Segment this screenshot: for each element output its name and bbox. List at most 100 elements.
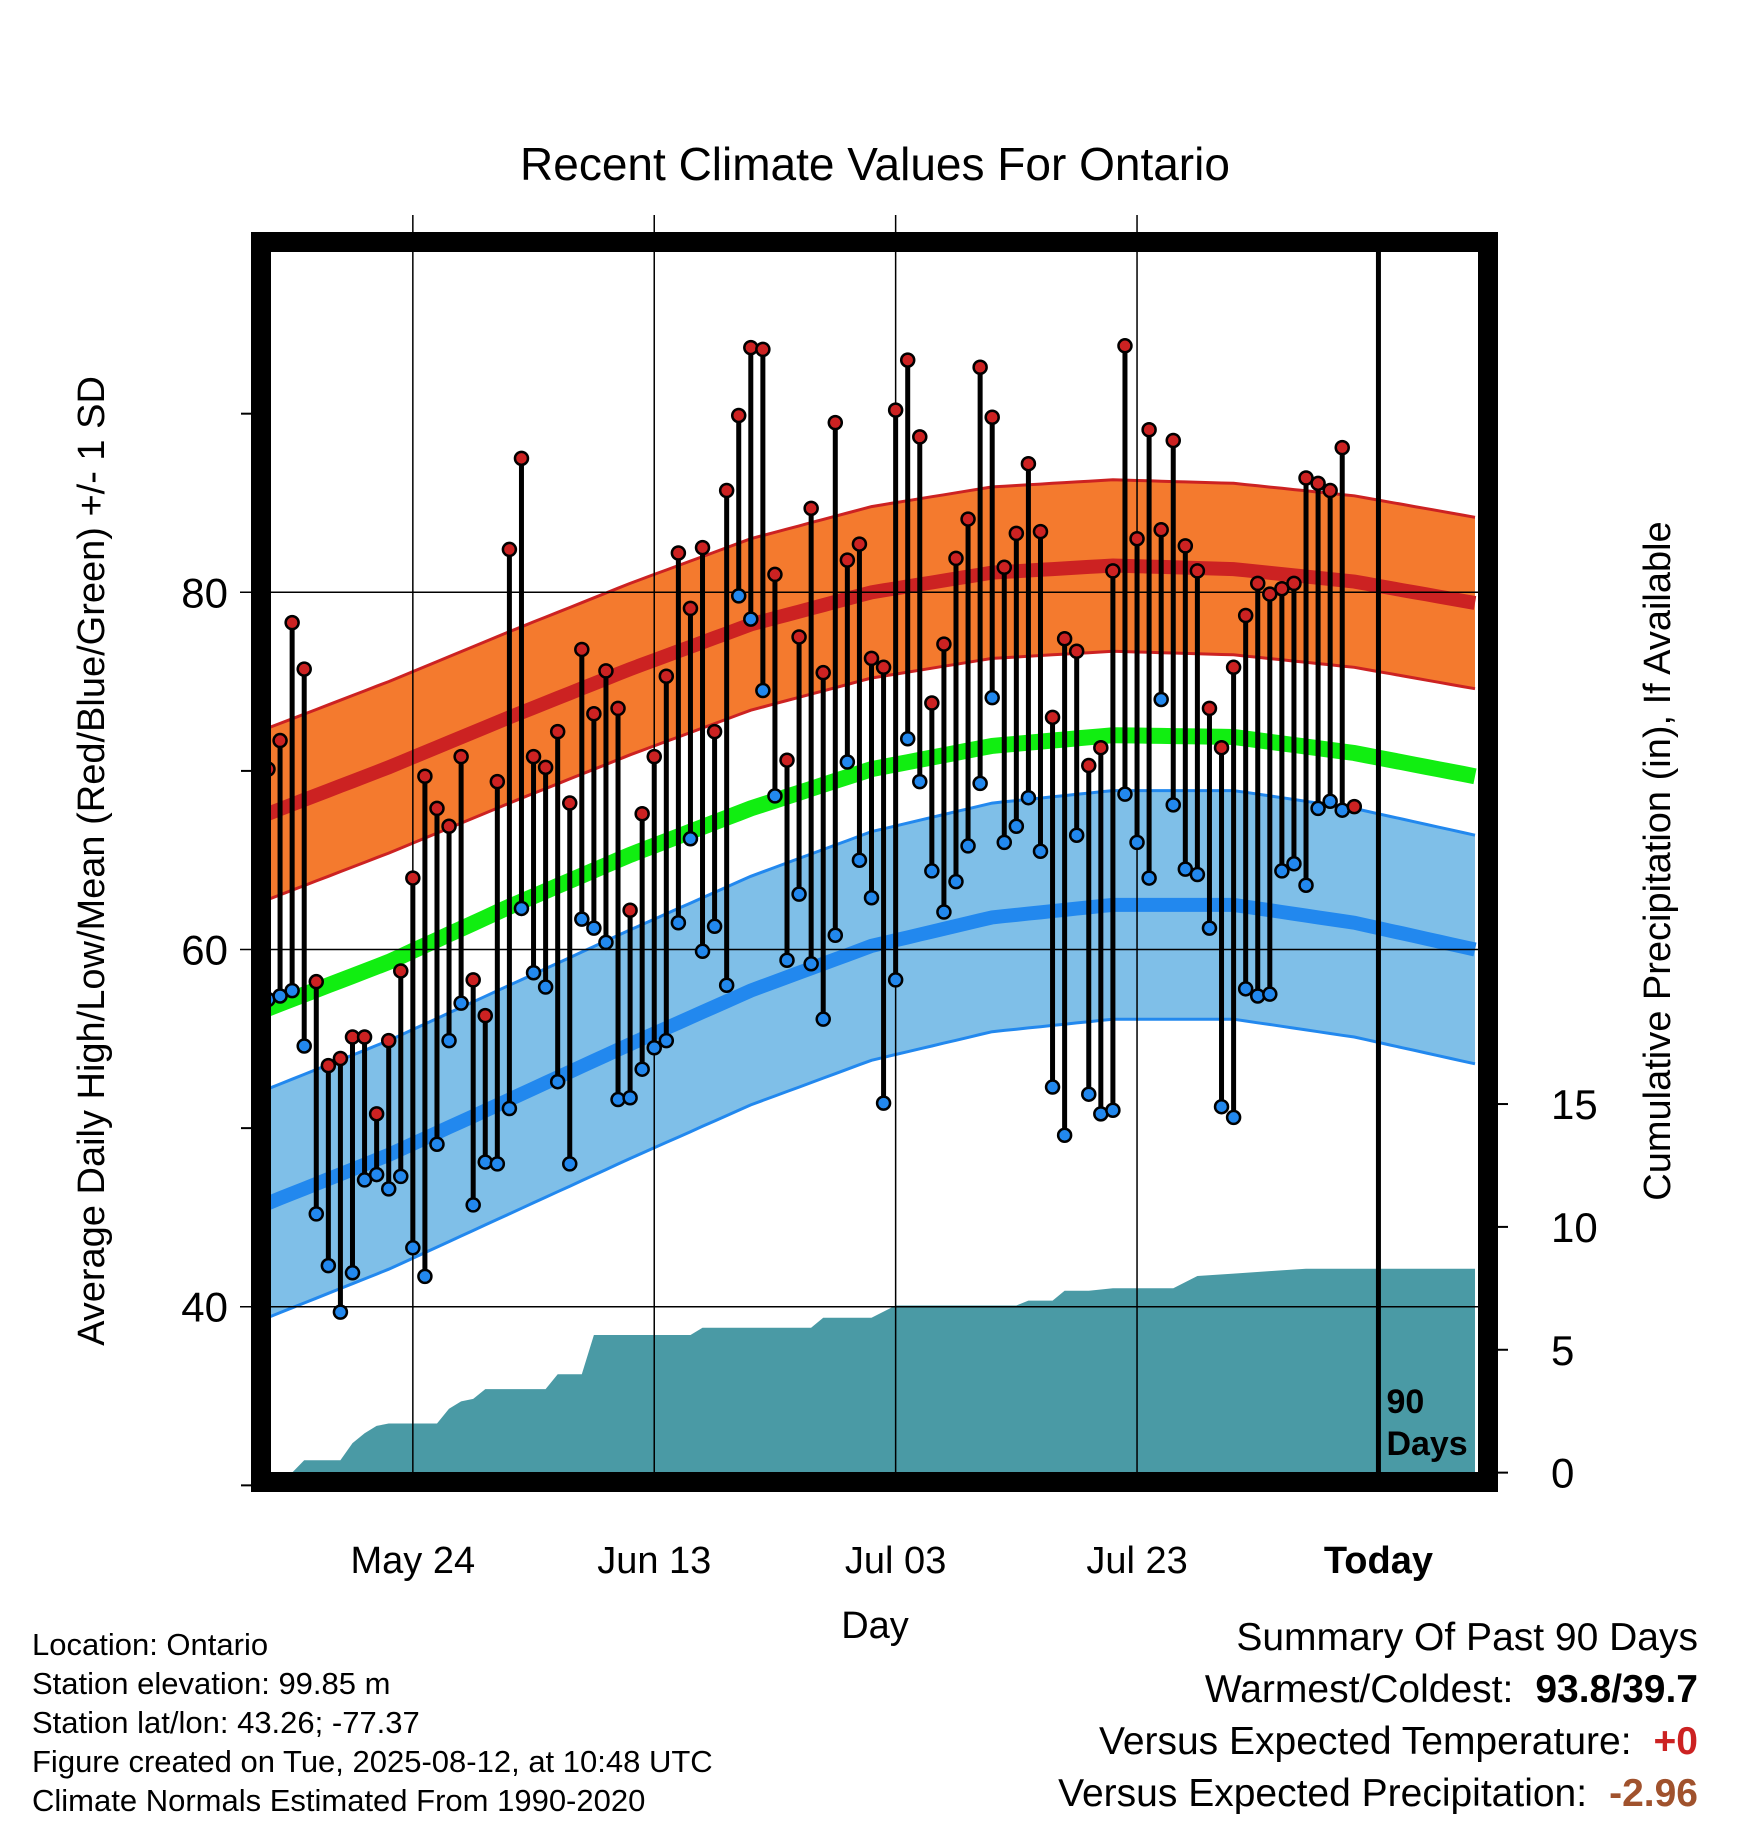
daily-low-point [1032, 843, 1049, 860]
daily-low-point [429, 1136, 445, 1152]
meta-location: Location: Ontario [32, 1627, 269, 1662]
daily-high-point [513, 450, 530, 467]
daily-low-point [1310, 800, 1326, 817]
daily-low-point [755, 682, 771, 699]
daily-low-point [996, 834, 1013, 851]
daily-high-point [1237, 607, 1254, 624]
daily-high-point [694, 539, 711, 556]
daily-low-point [718, 977, 735, 993]
daily-high-point [1189, 563, 1206, 579]
daily-high-point [646, 748, 662, 765]
daily-high-point [380, 1032, 397, 1049]
daily-low-point [1322, 793, 1338, 810]
station-metadata: Location: Ontario Station elevation: 99.… [32, 1625, 713, 1820]
daily-low-point [598, 934, 614, 951]
daily-high-point [948, 550, 964, 567]
daily-low-point [489, 1156, 506, 1172]
daily-high-point [803, 500, 819, 517]
daily-high-point [1310, 475, 1326, 492]
daily-low-point [525, 964, 542, 981]
daily-high-point [1346, 798, 1363, 815]
daily-high-point [356, 1029, 373, 1045]
summary-temp-row: Versus Expected Temperature: +0 [1058, 1716, 1698, 1768]
daily-high-point [875, 659, 892, 676]
daily-high-point [1081, 757, 1097, 774]
daily-low-point [405, 1240, 421, 1256]
daily-low-point [1129, 834, 1145, 851]
daily-low-point [320, 1257, 337, 1274]
daily-high-point [1068, 643, 1085, 659]
daily-high-point [453, 748, 469, 765]
daily-high-point [332, 1050, 349, 1067]
x-tick-label: Jul 03 [845, 1540, 946, 1582]
days-label-line1: 90 [1386, 1383, 1424, 1421]
daily-high-point [851, 536, 868, 552]
daily-low-point [368, 1166, 385, 1183]
summary-panel: Summary Of Past 90 Days Warmest/Coldest:… [1058, 1612, 1698, 1820]
summary-title: Summary Of Past 90 Days [1236, 1616, 1698, 1659]
daily-high-point [477, 1007, 494, 1024]
daily-high-point [574, 641, 590, 658]
daily-low-point [622, 1090, 638, 1106]
daily-low-point [948, 873, 964, 890]
daily-low-point [562, 1156, 578, 1172]
low-band-lower-edge [267, 1017, 1476, 1319]
daily-low-point [537, 979, 554, 995]
daily-low-point [1008, 818, 1025, 835]
daily-high-point [972, 359, 988, 375]
daily-high-point [465, 972, 481, 988]
summary-temp-label: Versus Expected Temperature: [1098, 1720, 1632, 1763]
daily-low-point [441, 1032, 457, 1049]
daily-high-point [622, 902, 638, 918]
y-left-tick-label: 60 [181, 927, 228, 974]
daily-high-point [815, 664, 831, 681]
daily-low-point [863, 889, 880, 906]
daily-high-point [405, 870, 421, 886]
daily-low-point [1201, 920, 1218, 936]
daily-high-point [1105, 563, 1121, 579]
daily-low-point [393, 1168, 409, 1185]
daily-high-point [441, 818, 457, 835]
daily-low-point [1141, 870, 1157, 886]
daily-high-point [706, 723, 723, 740]
chart-title: Recent Climate Values For Ontario [520, 138, 1230, 190]
daily-high-point [767, 566, 783, 583]
days-label-line2: Days [1386, 1425, 1467, 1463]
daily-low-point [887, 972, 904, 988]
y-right-tick-label: 0 [1551, 1450, 1574, 1497]
daily-low-point [791, 886, 807, 902]
daily-high-point [610, 700, 626, 717]
daily-low-point [332, 1304, 349, 1320]
daily-high-point [634, 806, 650, 822]
daily-low-point [936, 904, 952, 920]
daily-low-point [284, 982, 300, 999]
daily-low-point [549, 1073, 566, 1090]
daily-low-point [344, 1265, 361, 1281]
summary-range-row: Warmest/Coldest: 93.8/39.7 [1058, 1664, 1698, 1716]
daily-high-point [887, 402, 904, 418]
daily-stems [260, 338, 1363, 1320]
daily-low-point [1286, 856, 1302, 872]
plot-area: 90 Days 40 60 80 0 5 10 15 May 24 Jun 13 Jul 03 Jul … [181, 215, 1598, 1582]
daily-high-point [779, 752, 795, 768]
daily-high-point [839, 552, 856, 568]
daily-high-point [284, 614, 300, 631]
daily-low-point [960, 838, 976, 854]
daily-low-point [924, 863, 940, 879]
daily-low-point [803, 956, 819, 972]
daily-high-point [1334, 439, 1350, 456]
daily-high-point [1213, 739, 1230, 756]
daily-high-point [755, 341, 771, 358]
daily-low-point [779, 952, 795, 968]
daily-high-point [1008, 525, 1025, 542]
daily-low-point [827, 927, 844, 943]
daily-low-point [694, 943, 711, 960]
daily-high-point [682, 600, 699, 617]
daily-high-point [1117, 338, 1133, 354]
daily-low-point [574, 911, 590, 927]
y-axis-label-right: Cumulative Precipitation (in), If Availa… [1637, 521, 1679, 1200]
daily-low-point [1081, 1086, 1097, 1102]
meta-elevation: Station elevation: 99.85 m [32, 1666, 391, 1701]
high-band-upper-edge [267, 478, 1476, 730]
